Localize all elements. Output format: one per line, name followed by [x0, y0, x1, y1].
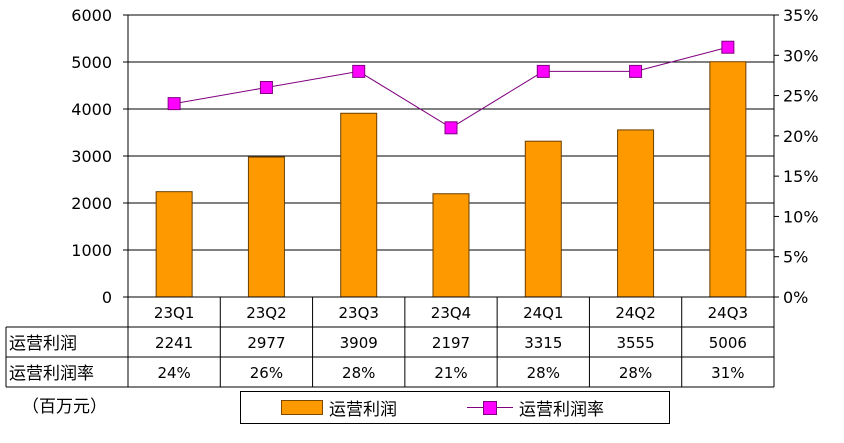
legend-line-swatch — [467, 400, 513, 415]
legend: 运营利润 运营利润率 — [240, 391, 670, 424]
table-cell: 31% — [711, 364, 744, 382]
legend-item-profit: 运营利润 — [281, 392, 397, 423]
table-cell: 28% — [342, 364, 375, 382]
table-cell: 2197 — [432, 334, 470, 352]
category-label: 23Q3 — [338, 304, 378, 322]
category-label: 24Q3 — [708, 304, 748, 322]
left-tick-label: 6000 — [71, 6, 112, 25]
bar-24q3 — [709, 61, 747, 298]
point-23q2 — [259, 81, 273, 95]
table-cell: 28% — [527, 364, 560, 382]
table-cell: 2977 — [247, 334, 285, 352]
point-23q4 — [444, 121, 458, 135]
left-tick-label: 2000 — [71, 194, 112, 213]
right-axis-ticks: 0% 5% 10% 15% 20% 25% 30% 35% — [774, 6, 819, 307]
margin-line-path — [174, 46, 728, 129]
bar-23q3 — [340, 112, 378, 298]
point-24q1 — [536, 64, 550, 78]
point-24q2 — [629, 64, 643, 78]
bar-24q1 — [524, 140, 562, 298]
table-cell: 26% — [250, 364, 283, 382]
bar-24q2 — [617, 129, 655, 298]
category-label: 23Q4 — [431, 304, 471, 322]
margin-line — [167, 40, 735, 135]
point-23q3 — [352, 64, 366, 78]
bars — [155, 61, 747, 298]
right-tick-label: 5% — [783, 248, 808, 267]
category-label: 23Q2 — [246, 304, 286, 322]
table-cell: 24% — [157, 364, 190, 382]
right-tick-label: 30% — [783, 46, 819, 65]
table-cell: 28% — [619, 364, 652, 382]
table-cell: 3315 — [524, 334, 562, 352]
right-tick-label: 35% — [783, 6, 819, 25]
bar-23q2 — [247, 156, 285, 298]
category-label: 24Q1 — [523, 304, 563, 322]
bar-23q4 — [432, 193, 470, 298]
point-23q1 — [167, 97, 181, 111]
right-tick-label: 15% — [783, 167, 819, 186]
data-table: 23Q1 23Q2 23Q3 23Q4 24Q1 24Q2 24Q3 运营利润 2241 2977… — [5, 296, 775, 388]
right-tick-label: 0% — [783, 288, 808, 307]
category-label: 24Q2 — [615, 304, 655, 322]
table-cell: 5006 — [709, 334, 747, 352]
legend-bar-swatch — [281, 400, 323, 415]
legend-label-profit: 运营利润 — [329, 400, 397, 420]
right-tick-label: 10% — [783, 207, 819, 226]
legend-item-margin: 运营利润率 — [467, 392, 604, 423]
right-tick-label: 25% — [783, 87, 819, 106]
left-tick-label: 0 — [102, 288, 112, 307]
table-cell: 21% — [434, 364, 467, 382]
unit-label: （百万元） — [22, 397, 107, 417]
table-cell: 3909 — [340, 334, 378, 352]
table-row-label: 运营利润 — [9, 334, 77, 354]
bar-23q1 — [155, 191, 193, 298]
left-tick-label: 3000 — [71, 147, 112, 166]
category-label: 23Q1 — [154, 304, 194, 322]
table-cell: 2241 — [155, 334, 193, 352]
left-axis-ticks: 0 1000 2000 3000 4000 5000 6000 — [71, 6, 128, 307]
point-24q3 — [721, 40, 735, 54]
left-tick-label: 4000 — [71, 100, 112, 119]
legend-label-margin: 运营利润率 — [519, 400, 604, 420]
left-tick-label: 1000 — [71, 241, 112, 260]
table-row-label: 运营利润率 — [9, 364, 94, 384]
right-tick-label: 20% — [783, 127, 819, 146]
left-tick-label: 5000 — [71, 53, 112, 72]
table-cell: 3555 — [616, 334, 654, 352]
